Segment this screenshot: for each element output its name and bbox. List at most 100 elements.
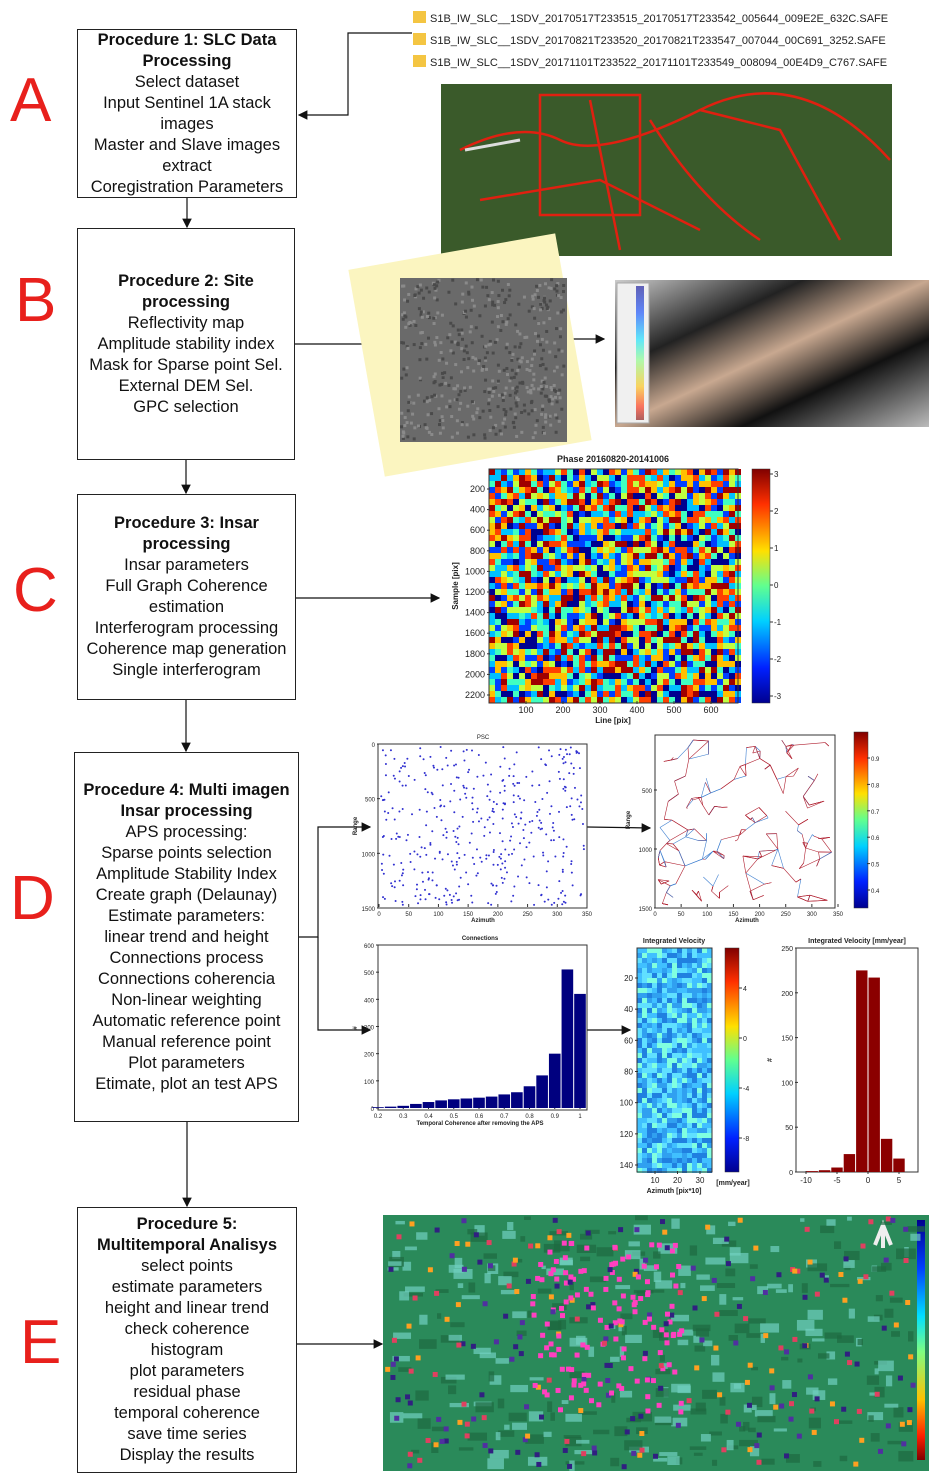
phase-pixel [669,643,675,649]
speckle [489,429,492,432]
ps-point [542,1389,547,1394]
velocity-pixel [687,1088,692,1093]
phase-pixel [651,577,657,583]
speckle [492,352,495,355]
velocity-pixel [647,953,652,958]
ps-point [456,1343,461,1348]
psc-point [381,869,383,871]
terrain-patch [871,1433,880,1442]
velocity-pixel [667,1163,672,1168]
psc-point [489,799,491,801]
phase-pixel [633,613,639,619]
terrain-patch [653,1251,660,1258]
phase-pixel [663,505,669,511]
phase-pixel [525,547,531,553]
speckle [516,369,519,372]
phase-pixel [495,655,501,661]
tick-label: 0.8 [525,1114,534,1120]
speckle [458,333,461,336]
phase-pixel [723,547,729,553]
velocity-pixel [682,993,687,998]
tick-label: 500 [365,798,376,804]
phase-pixel [543,607,549,613]
terrain-patch [512,1311,526,1318]
tick-label: 400 [364,998,375,1004]
velocity-pixel [667,1038,672,1043]
phase-pixel [579,529,585,535]
speckle [511,387,514,390]
speckle [528,369,531,372]
phase-pixel [717,493,723,499]
psc-point [417,902,419,904]
phase-pixel [525,607,531,613]
phase-pixel [675,655,681,661]
velocity-pixel [672,1103,677,1108]
phase-pixel [489,619,495,625]
velocity-pixel [677,1113,682,1118]
velocity-pixel [647,988,652,993]
speckle [426,400,429,403]
speckle [555,416,558,419]
speckle [402,318,405,321]
terrain-patch [671,1219,679,1229]
velocity-pixel [642,1023,647,1028]
phase-pixel [489,535,495,541]
phase-pixel [573,547,579,553]
velocity-pixel [662,1143,667,1148]
phase-pixel [495,535,501,541]
phase-pixel [519,523,525,529]
speckle [530,401,533,404]
speckle [470,286,473,289]
velocity-pixel [687,1033,692,1038]
speckle [518,346,521,349]
phase-pixel [537,553,543,559]
ps-point [664,1321,669,1326]
phase-pixel [585,553,591,559]
phase-pixel [615,637,621,643]
phase-pixel [693,469,699,475]
speckle [501,289,504,292]
velocity-pixel [707,983,712,988]
velocity-pixel [692,978,697,983]
psc-point [573,773,575,775]
phase-pixel [669,673,675,679]
velocity-pixel [677,988,682,993]
phase-pixel [675,529,681,535]
speckle [534,293,537,296]
ps-point [908,1354,913,1359]
velocity-pixel [702,1133,707,1138]
ps-point [558,1407,563,1412]
velocity-pixel [647,1123,652,1128]
phase-pixel [651,499,657,505]
procedure-title: Procedure 3: Insar processing [81,513,292,555]
velocity-pixel [677,1033,682,1038]
phase-pixel [591,541,597,547]
phase-pixel [567,661,573,667]
speckle [427,337,430,340]
psc-point [528,842,530,844]
speckle [433,341,436,344]
ps-point [609,1391,614,1396]
phase-pixel [639,637,645,643]
phase-pixel [693,649,699,655]
phase-pixel [669,547,675,553]
phase-pixel [537,565,543,571]
velocity-pixel [692,998,697,1003]
phase-pixel [657,529,663,535]
velocity-pixel [707,1088,712,1093]
psc-point [425,824,427,826]
phase-pixel [555,655,561,661]
phase-pixel [537,571,543,577]
phase-pixel [495,499,501,505]
phase-pixel [549,697,555,703]
psc-point [473,788,475,790]
phase-pixel [561,643,567,649]
speckle [556,400,559,403]
phase-pixel [645,679,651,685]
velocity-pixel [657,963,662,968]
phase-pixel [573,619,579,625]
phase-pixel [597,547,603,553]
phase-pixel [513,499,519,505]
phase-pixel [699,511,705,517]
